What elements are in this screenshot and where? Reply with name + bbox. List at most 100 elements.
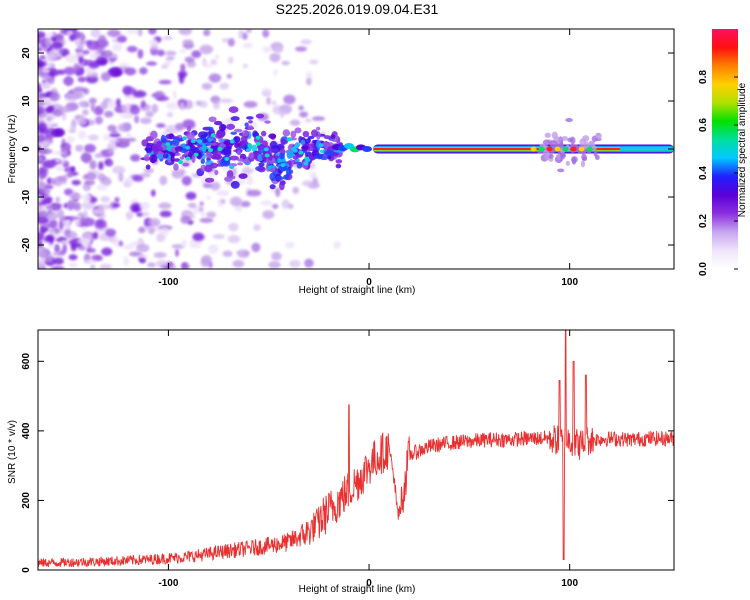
- heatmap-cell: [98, 204, 104, 212]
- snr-x-tick-label: -100: [158, 578, 178, 589]
- heatmap-cell: [123, 244, 135, 250]
- heatmap-cell: [565, 160, 570, 166]
- snr-x-axis-label: Height of straight line (km): [299, 584, 416, 595]
- heatmap-cell: [54, 243, 60, 254]
- heatmap-cell: [85, 40, 93, 46]
- heatmap-cell: [580, 160, 586, 168]
- heatmap-cell: [90, 29, 101, 38]
- spectrogram-y-axis-label: Frequency (Hz): [7, 115, 18, 184]
- heatmap-cell: [82, 50, 90, 55]
- heatmap-cell: [312, 177, 319, 185]
- heatmap-cell: [200, 158, 205, 164]
- heatmap-cell: [304, 258, 314, 268]
- heatmap-cell: [147, 262, 156, 268]
- heatmap-cell: [169, 264, 177, 269]
- heatmap-cell: [68, 262, 78, 268]
- heatmap-cell: [50, 266, 65, 269]
- heatmap-cell: [214, 120, 223, 126]
- heatmap-cell: [282, 129, 291, 137]
- heatmap-cell: [62, 148, 68, 157]
- heatmap-cell: [38, 156, 44, 163]
- heatmap-cell: [185, 191, 197, 200]
- heatmap-cell: [182, 119, 196, 130]
- heatmap-cell: [125, 211, 134, 220]
- heatmap-cell: [82, 201, 96, 210]
- heatmap-cell: [171, 168, 184, 179]
- heatmap-cell: [65, 75, 72, 86]
- heatmap-cell: [220, 159, 225, 168]
- heatmap-cell: [333, 240, 341, 249]
- heatmap-cell: [208, 73, 222, 83]
- colorbar-tick-label: 0.6: [698, 118, 709, 132]
- heatmap-cell: [145, 164, 151, 170]
- heatmap-cell: [38, 105, 45, 115]
- heatmap-cell: [138, 226, 146, 233]
- snr-series-line: [38, 330, 674, 568]
- heatmap-cell: [263, 147, 269, 152]
- heatmap-cell: [134, 115, 140, 124]
- heatmap-cell: [310, 129, 319, 138]
- heatmap-cell: [139, 258, 146, 264]
- heatmap-cell: [187, 202, 197, 209]
- heatmap-cell: [170, 155, 175, 163]
- heatmap-cell: [54, 227, 60, 234]
- heatmap-cell: [248, 120, 253, 124]
- heatmap-cell: [137, 29, 143, 37]
- heatmap-cell: [559, 152, 566, 159]
- heatmap-cell: [236, 249, 250, 257]
- heatmap-cell: [118, 240, 123, 247]
- heatmap-cell: [281, 60, 290, 66]
- heatmap-cell: [107, 29, 121, 38]
- heatmap-cell: [122, 85, 132, 94]
- heatmap-cell: [280, 163, 286, 168]
- heatmap-cell: [68, 254, 78, 261]
- heatmap-cell: [330, 134, 336, 139]
- heatmap-cell: [214, 54, 220, 60]
- heatmap-cell: [46, 52, 55, 62]
- heatmap-cell: [242, 42, 253, 49]
- heatmap-cell: [217, 146, 223, 151]
- heatmap-cell: [99, 263, 112, 269]
- heatmap-cell: [38, 152, 41, 158]
- heatmap-cell: [60, 142, 72, 152]
- heatmap-cell: [619, 147, 674, 151]
- spectrogram-y-tick-label: 10: [21, 95, 32, 107]
- snr-x-tick-label: 0: [366, 578, 372, 589]
- heatmap-cell: [62, 243, 67, 254]
- heatmap-cell: [175, 122, 185, 131]
- heatmap-cell: [82, 109, 89, 116]
- heatmap-cell: [208, 148, 214, 153]
- heatmap-cell: [229, 155, 240, 161]
- heatmap-cell: [565, 118, 573, 123]
- heatmap-cell: [158, 202, 172, 210]
- snr-y-tick-label: 600: [21, 353, 32, 370]
- heatmap-cell: [251, 242, 261, 253]
- heatmap-cell: [269, 52, 281, 63]
- heatmap-cell: [107, 147, 114, 156]
- heatmap-cell: [220, 199, 226, 204]
- heatmap-cell: [99, 176, 108, 182]
- heatmap-cell: [578, 146, 585, 152]
- heatmap-cell: [88, 97, 97, 105]
- heatmap-cell: [96, 220, 104, 227]
- heatmap-cell: [116, 98, 121, 108]
- heatmap-cell: [227, 38, 235, 47]
- heatmap-cell: [159, 175, 168, 186]
- heatmap-cell: [146, 61, 158, 66]
- snr-background: [38, 330, 674, 570]
- spectrogram-y-tick-label: 0: [21, 146, 32, 152]
- heatmap-cell: [230, 116, 240, 122]
- heatmap-cell: [105, 228, 117, 237]
- heatmap-cell: [59, 160, 66, 165]
- heatmap-cell: [185, 145, 191, 150]
- heatmap-cell: [136, 243, 150, 253]
- heatmap-cell: [45, 234, 55, 242]
- heatmap-cell: [292, 148, 298, 153]
- heatmap-cell: [228, 56, 234, 64]
- heatmap-cell: [311, 116, 326, 121]
- heatmap-cell: [286, 137, 292, 142]
- spectrogram-y-tick-label: -20: [21, 237, 32, 252]
- heatmap-cell: [42, 160, 54, 168]
- heatmap-cell: [66, 216, 81, 221]
- heatmap-cell: [229, 164, 235, 169]
